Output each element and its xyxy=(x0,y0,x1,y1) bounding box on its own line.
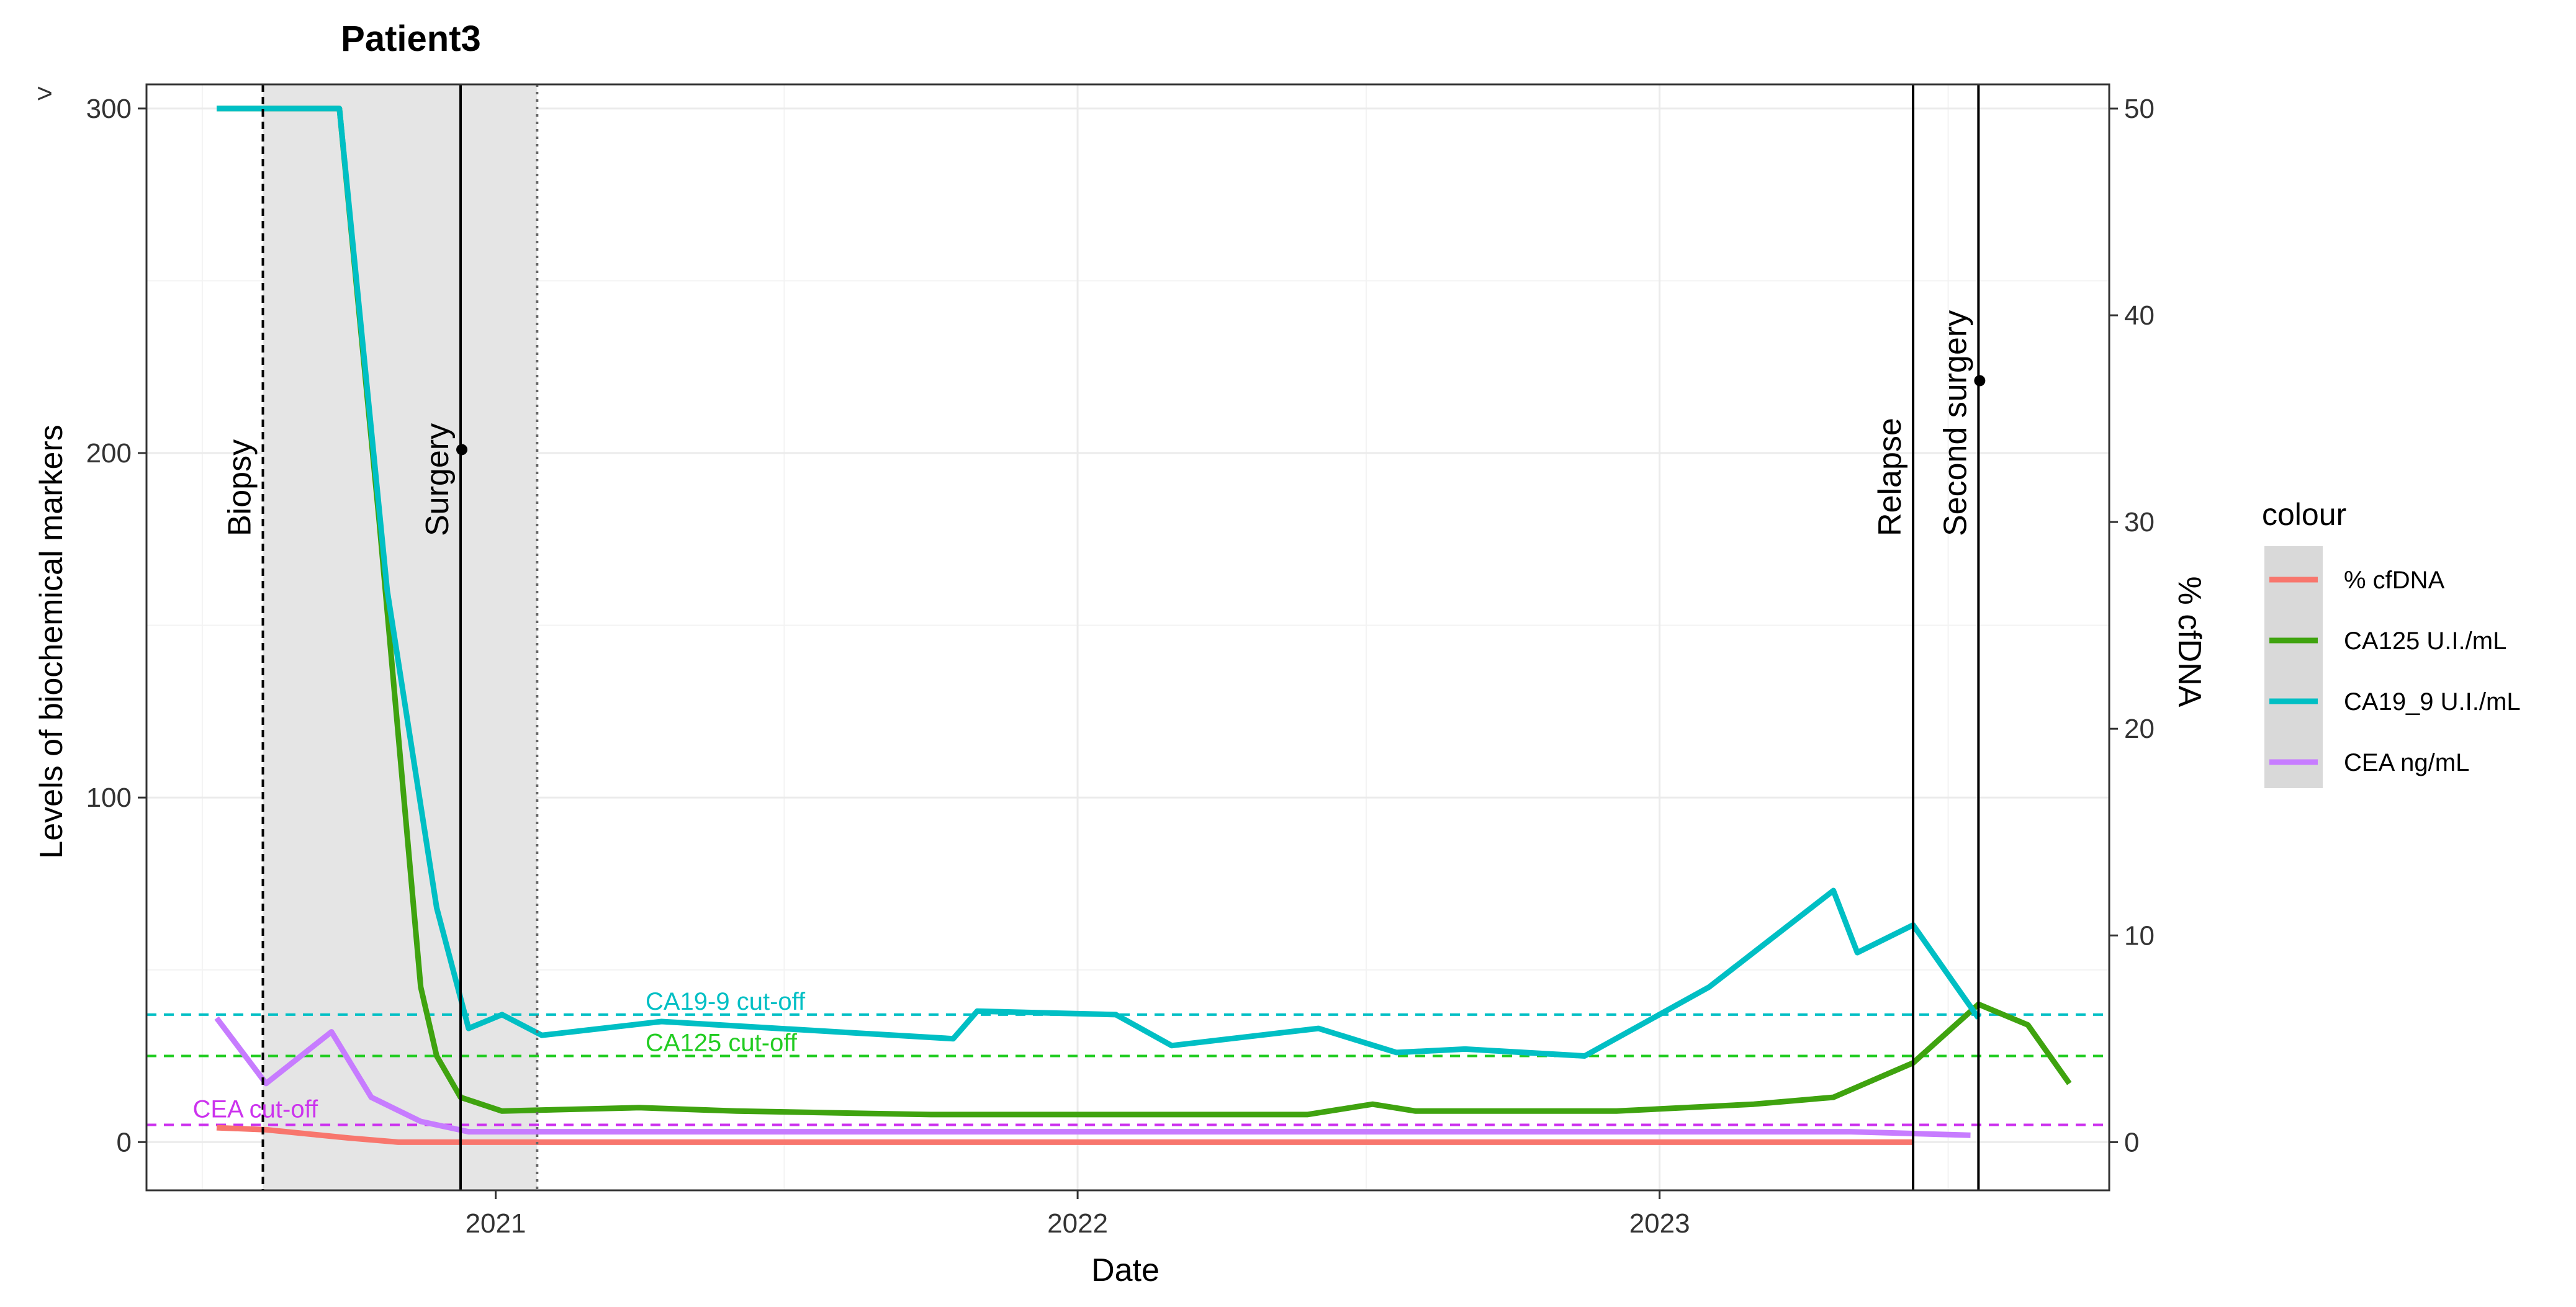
legend-items: % cfDNA CA125 U.I./mL CA19_9 U.I./mL CEA ng… xyxy=(2264,546,2521,788)
legend-label: % cfDNA xyxy=(2344,567,2445,594)
y-tick-label: 100 xyxy=(86,783,132,813)
series-line--cfdna xyxy=(216,1125,1914,1145)
legend-label: CA125 U.I./mL xyxy=(2344,627,2506,655)
x-tick-label: 2023 xyxy=(1629,1208,1690,1239)
y-tick-label: 200 xyxy=(86,438,132,469)
y2-axis-label: % cfDNA xyxy=(2171,577,2207,707)
chart-title: Patient3 xyxy=(341,19,481,59)
event-point xyxy=(1974,375,1986,387)
legend-label: CA19_9 U.I./mL xyxy=(2344,688,2521,716)
y2-tick-label: 0 xyxy=(2124,1127,2139,1157)
y-tick-label: 0 xyxy=(117,1127,132,1157)
y2-tick-label: 50 xyxy=(2124,94,2155,124)
series-line-cea-ng-ml xyxy=(214,1016,1971,1138)
y-axis-right: 0 10 20 30 40 50 xyxy=(2109,94,2155,1157)
legend-title: colour xyxy=(2262,497,2346,532)
y2-tick-label: 20 xyxy=(2124,714,2155,744)
cutoff-label: CA19-9 cut-off xyxy=(646,988,806,1015)
y-axis-left: 0 100 200 300 xyxy=(86,94,146,1157)
x-tick-label: 2022 xyxy=(1047,1208,1108,1239)
y-axis-label: Levels of biochemical markers xyxy=(34,424,70,858)
event-labels: Biopsy Surgery Relapse Second surgery xyxy=(222,310,1974,536)
y2-tick-label: 10 xyxy=(2124,920,2155,951)
cutoff-lines xyxy=(146,1013,2109,1126)
legend-key-background xyxy=(2264,546,2323,788)
plot-panel: CA19-9 cut-off CA125 cut-off CEA cut-off B… xyxy=(145,83,2110,1192)
event-label-biopsy: Biopsy xyxy=(222,439,258,536)
y2-tick-label: 30 xyxy=(2124,507,2155,537)
legend: colour % cfDNA CA125 U.I./mL CA19_9 U.I./m… xyxy=(2262,497,2521,788)
series-lines xyxy=(214,106,2072,1145)
y2-tick-label: 40 xyxy=(2124,300,2155,331)
y-tick-label: 300 xyxy=(86,94,132,124)
cutoff-label: CA125 cut-off xyxy=(646,1029,798,1056)
series-line-ca19-9-u-i-ml xyxy=(217,106,1981,1059)
event-label-relapse: Relapse xyxy=(1872,418,1908,536)
event-points xyxy=(456,375,1986,456)
cutoff-label: CEA cut-off xyxy=(192,1096,318,1123)
event-label-second-surgery: Second surgery xyxy=(1937,310,1973,536)
event-label-surgery: Surgery xyxy=(420,423,456,536)
cap-marker: > xyxy=(37,78,53,109)
series-line-ca125-u-i-ml xyxy=(217,106,2072,1118)
event-lines xyxy=(261,84,1980,1190)
x-axis: 2021 2022 2023 xyxy=(466,1190,1690,1239)
event-point xyxy=(456,444,468,456)
treatment-shaded-region xyxy=(263,84,538,1190)
legend-label: CEA ng/mL xyxy=(2344,749,2469,776)
x-tick-label: 2021 xyxy=(466,1208,526,1239)
cutoff-labels: CA19-9 cut-off CA125 cut-off CEA cut-off xyxy=(192,988,806,1123)
panel-border xyxy=(145,83,2110,1192)
x-axis-label: Date xyxy=(1091,1252,1160,1288)
